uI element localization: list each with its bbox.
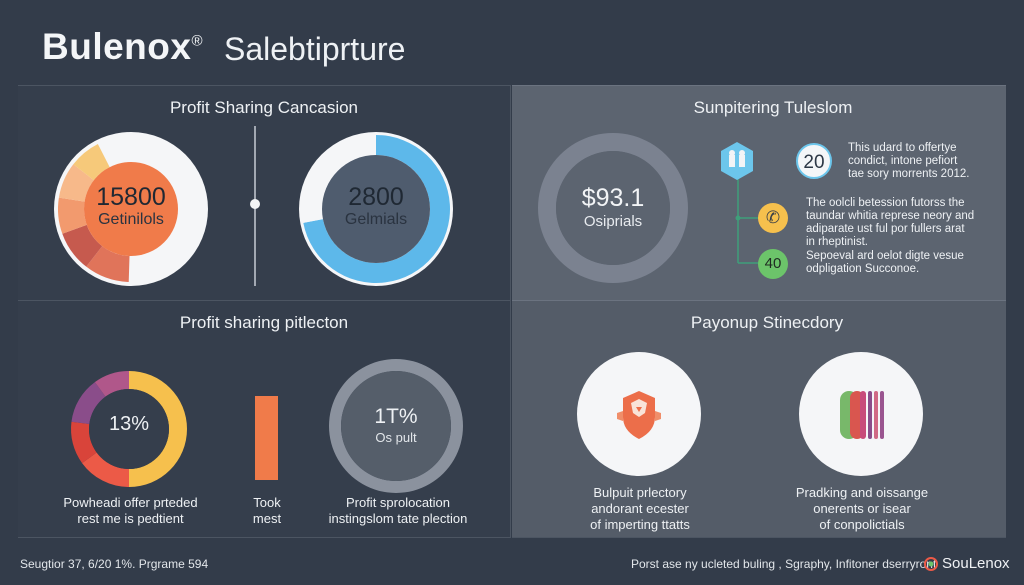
donut-label: Os pult <box>375 430 417 445</box>
donut-chart-15800 <box>54 132 208 286</box>
note-text-2: The oolcli betession futorss the taundar… <box>806 197 975 248</box>
donut-value: $93.1 <box>581 184 645 212</box>
panel-title: Payonup Stinecdory <box>690 313 844 332</box>
brand-name: Bulenox <box>42 26 192 67</box>
note-text-1: This udard to offertye condict, intone p… <box>848 142 970 180</box>
donut-value: 1T% <box>374 405 418 428</box>
donut-value: 2800 <box>348 183 404 211</box>
donut-value: 13% <box>108 413 150 435</box>
badge-20: 20 <box>796 143 832 179</box>
timeline-dot <box>250 199 260 209</box>
donut-value: 15800 <box>96 183 166 211</box>
donut-label: Gelmials <box>344 211 408 228</box>
caption-1: Powheadi offer prteded rest me is pedtie… <box>63 495 198 526</box>
donut-segment-4 <box>58 197 87 234</box>
donut-center <box>322 155 430 263</box>
panel-profit-sharing-pitlecton: Profit sharing pitlecton 13% 1T% Os pult… <box>18 300 511 538</box>
donut-center <box>84 162 178 256</box>
donut-center <box>556 151 670 265</box>
panel-title: Sunpitering Tuleslom <box>693 98 853 117</box>
donut-segment-6 <box>73 143 110 181</box>
donut-chart-1t-percent <box>329 359 463 493</box>
panel-sunpitering: Sunpitering Tuleslom $93.1 Osiprials 20 … <box>512 85 1006 300</box>
donut-segment-3 <box>71 421 97 464</box>
footer-left-text: Seugtior 37, 6/20 1%. Prgrame 594 <box>20 557 209 571</box>
bar-indicator <box>255 396 278 480</box>
brand-logo-icon <box>924 557 938 571</box>
donut-segment-2 <box>302 135 376 223</box>
note-text-3: Sepoeval ard oelot digte vesue odpligati… <box>806 250 964 275</box>
bars-graphic-icon <box>799 352 923 476</box>
donut-segment-2 <box>86 246 130 282</box>
donut-center <box>89 389 169 469</box>
donut-segment-1 <box>97 135 205 282</box>
panel-profit-sharing-cancasion: Profit Sharing Cancasion 15800 Getinilol… <box>18 85 511 300</box>
donut-chart-2800 <box>299 132 453 286</box>
shield-icon <box>577 352 701 476</box>
donut-label: Getinilols <box>98 211 164 228</box>
registered-mark: ® <box>191 32 204 50</box>
donut-segment-3 <box>62 224 103 267</box>
page-title: Salebtiprture <box>224 31 406 67</box>
donut-segment-5 <box>58 164 94 202</box>
caption-1: Bulpuit prlectory andorant ecester of im… <box>590 485 690 532</box>
caption-2: Took mest <box>252 495 282 526</box>
footer-right-text: Porst ase ny ucleted buling , Sgraphy, I… <box>631 557 937 571</box>
phone-icon: ✆ <box>758 203 788 233</box>
brand-logo: Bulenox® <box>42 26 203 68</box>
badge-40: 40 <box>758 249 788 279</box>
caption-2: Pradking and oissange onerents or isear … <box>795 485 929 532</box>
donut-chart-93-1 <box>538 133 688 283</box>
connector-lines <box>735 171 760 264</box>
panel-title: Profit Sharing Cancasion <box>169 98 359 117</box>
timeline-connector <box>250 126 260 286</box>
caption-3: Profit sprolocation instingslom tate ple… <box>328 495 468 526</box>
people-hexagon-icon <box>721 142 753 180</box>
donut-segment-5 <box>94 371 129 397</box>
footer-brand: SouLenox <box>942 555 1010 572</box>
panel-payonup: Payonup Stinecdory Bulpuit prlectory and… <box>512 300 1006 538</box>
donut-label: Osiprials <box>583 213 643 230</box>
donut-segment-4 <box>71 382 106 424</box>
header: Bulenox® Salebtiprture <box>0 0 1024 85</box>
donut-segment-2 <box>82 452 129 487</box>
donut-chart-13-percent <box>71 371 187 487</box>
donut-segment-1 <box>129 371 187 487</box>
donut-center <box>341 371 451 481</box>
panel-title: Profit sharing pitlecton <box>179 313 349 332</box>
